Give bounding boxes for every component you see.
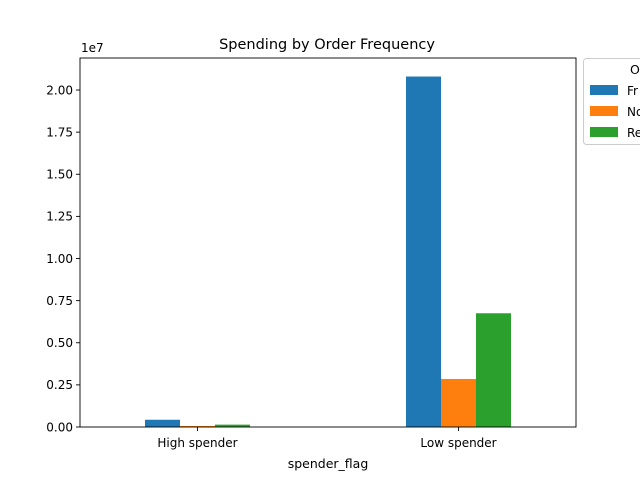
y-tick-label: 0.75	[46, 294, 73, 308]
x-tick-label: High spender	[157, 436, 237, 450]
bars	[145, 77, 511, 427]
x-tick-label: Low spender	[420, 436, 496, 450]
x-axis: High spender Low spender	[157, 427, 496, 450]
legend-label: Fr	[627, 84, 638, 98]
y-tick-label: 2.00	[46, 83, 73, 97]
bar-no-1	[441, 379, 476, 427]
bar-fr-1	[406, 77, 441, 427]
y-tick-label: 0.00	[46, 420, 73, 434]
chart-title: Spending by Order Frequency	[219, 37, 435, 53]
legend-label: Re	[627, 126, 640, 140]
y-tick-label: 0.25	[46, 378, 73, 392]
y-tick-label: 1.25	[46, 210, 73, 224]
bar-fr-0	[145, 420, 180, 427]
legend-title: O	[630, 62, 640, 77]
y-axis: 0.00 0.25 0.50 0.75 1.00 1.25 1.50 1.75 2.00	[46, 83, 80, 434]
y-tick-label: 1.75	[46, 125, 73, 139]
bar-re-1	[476, 313, 511, 427]
legend-swatch	[590, 127, 618, 137]
x-axis-label: spender_flag	[288, 456, 369, 471]
y-tick-label: 0.50	[46, 336, 73, 350]
legend-swatch	[590, 106, 618, 116]
y-tick-label: 1.50	[46, 168, 73, 182]
y-tick-label: 1.00	[46, 252, 73, 266]
y-offset-label: 1e7	[81, 41, 104, 55]
legend-label: No	[627, 105, 640, 119]
legend-swatch	[590, 85, 618, 95]
legend: O Fr No Re	[584, 59, 640, 145]
